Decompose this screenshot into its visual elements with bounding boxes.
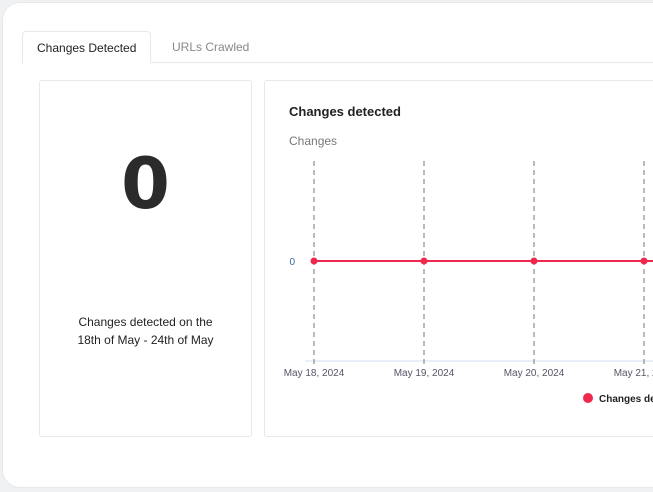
chart-title: Changes detected <box>289 104 401 119</box>
tab-changes-detected[interactable]: Changes Detected <box>22 31 152 64</box>
x-tick-label: May 19, 2024 <box>394 368 455 379</box>
data-point <box>420 257 428 265</box>
data-point <box>530 257 538 265</box>
chart-svg: May 18, 2024 May 19, 2024 May 20, 2024 May … <box>284 161 653 405</box>
chart-card: Changes detected Changes May 18, 2024 May… <box>264 80 653 437</box>
tab-bar: Changes Detected URLs Crawled <box>22 31 653 64</box>
summary-line-2: 18th of May - 24th of May <box>77 333 214 347</box>
summary-line-1: Changes detected on the <box>78 315 213 329</box>
legend-label: Changes detected <box>599 394 653 405</box>
summary-card: 0 Changes detected on the 18th of May - … <box>39 80 252 437</box>
changes-count: 0 <box>121 143 170 225</box>
y-tick-label: 0 <box>289 257 295 268</box>
x-tick-label: May 21, 2024 <box>614 368 653 379</box>
data-point <box>310 257 318 265</box>
x-tick-label: May 20, 2024 <box>504 368 565 379</box>
x-tick-label: May 18, 2024 <box>284 368 345 379</box>
data-point <box>640 257 648 265</box>
legend-marker <box>583 393 593 403</box>
y-axis-label: Changes <box>289 134 338 148</box>
tab-urls-crawled[interactable]: URLs Crawled <box>172 40 250 54</box>
summary-description: Changes detected on the 18th of May - 24… <box>40 313 251 349</box>
